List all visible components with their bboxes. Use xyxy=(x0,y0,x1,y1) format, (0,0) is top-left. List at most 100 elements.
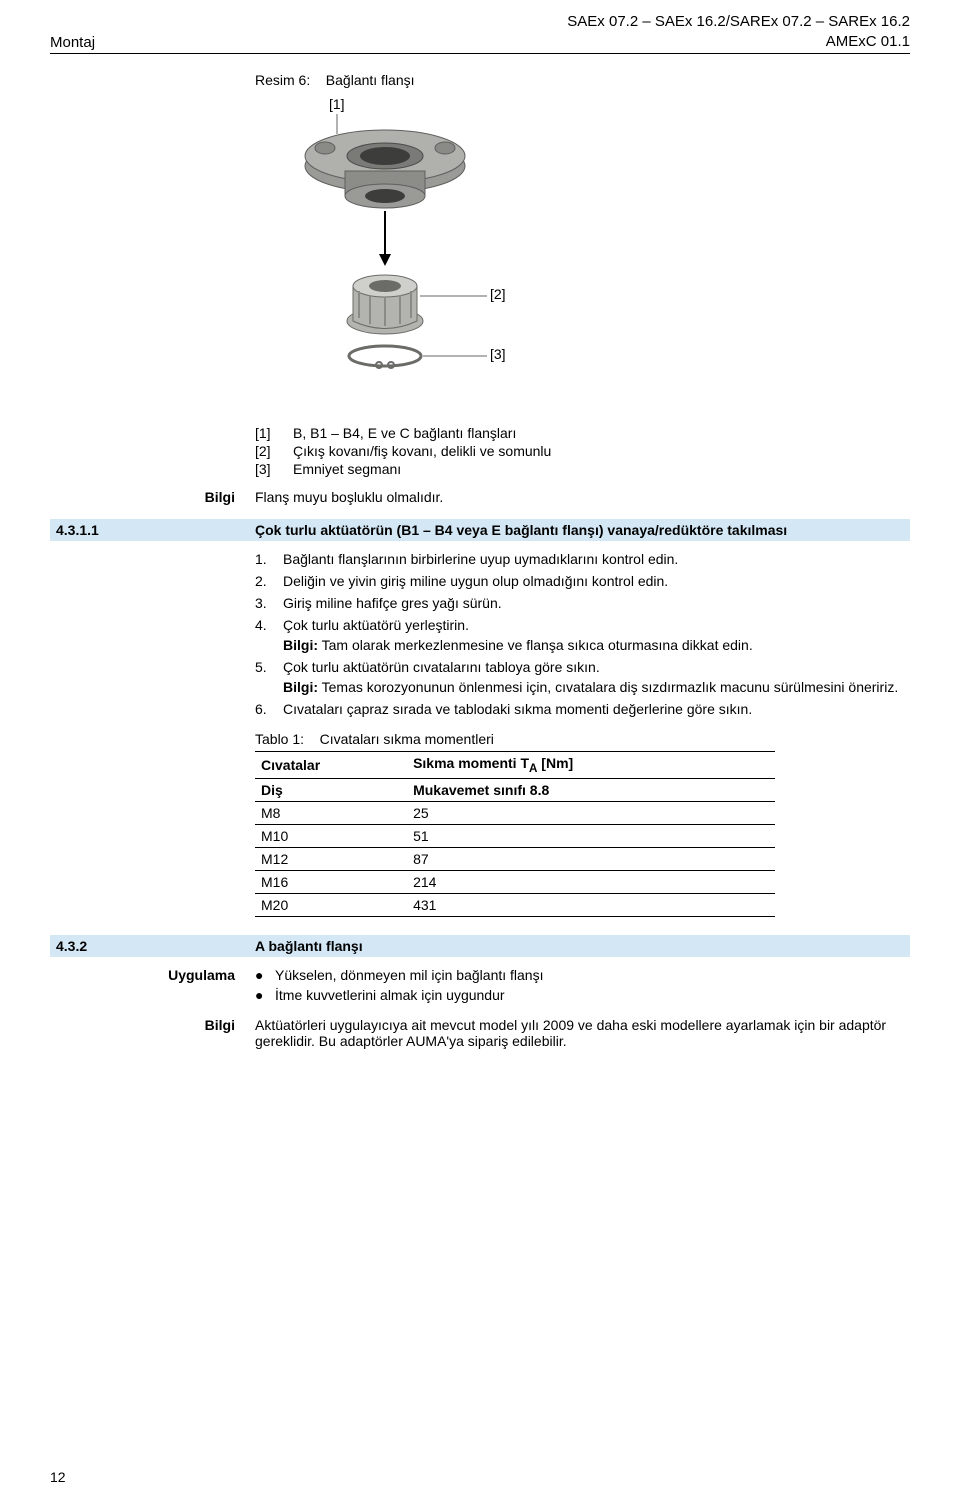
table-caption-prefix: Tablo 1: xyxy=(255,731,304,747)
step-4-sub-label: Bilgi: xyxy=(283,637,318,653)
table-row: M8 25 xyxy=(255,801,775,824)
legend-key-1: [1] xyxy=(255,425,293,441)
cell-r3c2: 87 xyxy=(407,847,775,870)
th2-c1: Diş xyxy=(255,778,407,801)
header-right: SAEx 07.2 – SAEx 16.2/SAREx 07.2 – SAREx… xyxy=(567,12,910,51)
application-body: ● Yükselen, dönmeyen mil için bağlantı f… xyxy=(255,967,910,1007)
section-4311-num: 4.3.1.1 xyxy=(56,522,255,538)
bullet-1-text: Yükselen, dönmeyen mil için bağlantı fla… xyxy=(275,967,543,983)
legend-row-3: [3] Emniyet segmanı xyxy=(255,461,910,477)
figure-label-3: [3] xyxy=(490,346,506,362)
info-432-label: Bilgi xyxy=(50,1017,255,1049)
section-4311-head: 4.3.1.1 Çok turlu aktüatörün (B1 – B4 ve… xyxy=(50,519,910,541)
figure-caption-prefix: Resim 6: xyxy=(255,72,310,88)
info-row-432: Bilgi Aktüatörleri uygulayıcıya ait mevc… xyxy=(50,1017,910,1049)
header-right-line2: AMExC 01.1 xyxy=(567,32,910,52)
section-432-head: 4.3.2 A bağlantı flanşı xyxy=(50,935,910,957)
cell-r5c2: 431 xyxy=(407,893,775,916)
page: Montaj SAEx 07.2 – SAEx 16.2/SAREx 07.2 … xyxy=(0,0,960,1505)
step-4-body: Çok turlu aktüatörü yerleştirin. Bilgi: … xyxy=(283,617,910,653)
table-head-row-2: Diş Mukavemet sınıfı 8.8 xyxy=(255,778,775,801)
figure-caption-text: Bağlantı flanşı xyxy=(326,72,415,88)
torque-table: Cıvatalar Sıkma momenti TA [Nm] Diş Muka… xyxy=(255,751,775,917)
step-3-text: Giriş miline hafifçe gres yağı sürün. xyxy=(283,595,910,611)
legend-row-1: [1] B, B1 – B4, E ve C bağlantı flanşlar… xyxy=(255,425,910,441)
step-3-num: 3. xyxy=(255,595,283,611)
cell-r5c1: M20 xyxy=(255,893,407,916)
cell-r1c2: 25 xyxy=(407,801,775,824)
section-432: 4.3.2 A bağlantı flanşı Uygulama ● Yükse… xyxy=(50,935,910,1049)
table-row: M10 51 xyxy=(255,824,775,847)
bullet-icon: ● xyxy=(255,967,275,983)
bullet-2: ● İtme kuvvetlerini almak için uygundur xyxy=(255,987,910,1003)
step-5-sub: Bilgi: Temas korozyonunun önlenmesi için… xyxy=(283,679,910,695)
th2-c2: Mukavemet sınıfı 8.8 xyxy=(407,778,775,801)
header-right-line1: SAEx 07.2 – SAEx 16.2/SAREx 07.2 – SAREx… xyxy=(567,12,910,32)
step-1-num: 1. xyxy=(255,551,283,567)
info-text: Flanş muyu boşluklu olmalıdır. xyxy=(255,489,910,505)
step-4-text: Çok turlu aktüatörü yerleştirin. xyxy=(283,617,469,633)
step-4-sub-text: Tam olarak merkezlenmesine ve flanşa sık… xyxy=(318,637,753,653)
bushing-icon xyxy=(347,275,423,334)
step-1-text: Bağlantı flanşlarının birbirlerine uyup … xyxy=(283,551,910,567)
step-6-num: 6. xyxy=(255,701,283,717)
step-5: 5. Çok turlu aktüatörün cıvatalarını tab… xyxy=(255,659,910,695)
step-1: 1. Bağlantı flanşlarının birbirlerine uy… xyxy=(255,551,910,567)
legend-text-3: Emniyet segmanı xyxy=(293,461,910,477)
table-row: M12 87 xyxy=(255,847,775,870)
page-header: Montaj SAEx 07.2 – SAEx 16.2/SAREx 07.2 … xyxy=(50,12,910,54)
legend-row-2: [2] Çıkış kovanı/fiş kovanı, delikli ve … xyxy=(255,443,910,459)
legend-text-2: Çıkış kovanı/fiş kovanı, delikli ve somu… xyxy=(293,443,910,459)
table-row: M16 214 xyxy=(255,870,775,893)
info-label: Bilgi xyxy=(50,489,255,505)
step-5-text: Çok turlu aktüatörün cıvatalarını tabloy… xyxy=(283,659,600,675)
step-5-num: 5. xyxy=(255,659,283,695)
cell-r4c1: M16 xyxy=(255,870,407,893)
step-2: 2. Deliğin ve yivin giriş miline uygun o… xyxy=(255,573,910,589)
page-number: 12 xyxy=(50,1469,66,1485)
th-c2-post: [Nm] xyxy=(537,755,573,771)
info-432-text: Aktüatörleri uygulayıcıya ait mevcut mod… xyxy=(255,1017,910,1049)
application-label: Uygulama xyxy=(50,967,255,1007)
th-c2: Sıkma momenti TA [Nm] xyxy=(407,752,775,779)
content-column: Resim 6: Bağlantı flanşı [1] [2] [3] xyxy=(255,72,910,917)
th-c1: Cıvatalar xyxy=(255,752,407,779)
legend-key-3: [3] xyxy=(255,461,293,477)
cell-r2c2: 51 xyxy=(407,824,775,847)
figure-label-2: [2] xyxy=(490,286,506,302)
header-left: Montaj xyxy=(50,34,95,51)
table-row: M20 431 xyxy=(255,893,775,916)
bullet-icon: ● xyxy=(255,987,275,1003)
section-432-title: A bağlantı flanşı xyxy=(255,938,363,954)
flange-icon xyxy=(305,130,465,208)
step-4: 4. Çok turlu aktüatörü yerleştirin. Bilg… xyxy=(255,617,910,653)
cell-r3c1: M12 xyxy=(255,847,407,870)
step-3: 3. Giriş miline hafifçe gres yağı sürün. xyxy=(255,595,910,611)
step-5-sub-text: Temas korozyonunun önlenmesi için, cıvat… xyxy=(318,679,898,695)
step-2-text: Deliğin ve yivin giriş miline uygun olup… xyxy=(283,573,910,589)
table-head-row-1: Cıvatalar Sıkma momenti TA [Nm] xyxy=(255,752,775,779)
step-6: 6. Cıvataları çapraz sırada ve tablodaki… xyxy=(255,701,910,717)
th-c2-pre: Sıkma momenti T xyxy=(413,755,529,771)
cell-r4c2: 214 xyxy=(407,870,775,893)
figure-label-1: [1] xyxy=(329,96,345,112)
step-4-sub: Bilgi: Tam olarak merkezlenmesine ve fla… xyxy=(283,637,910,653)
figure-box: [1] [2] [3] xyxy=(255,96,595,411)
arrow-down-icon xyxy=(379,211,391,266)
application-row: Uygulama ● Yükselen, dönmeyen mil için b… xyxy=(50,967,910,1007)
section-432-num: 4.3.2 xyxy=(56,938,255,954)
section-4311-title: Çok turlu aktüatörün (B1 – B4 veya E bağ… xyxy=(255,522,787,538)
step-2-num: 2. xyxy=(255,573,283,589)
cell-r1c1: M8 xyxy=(255,801,407,824)
flange-diagram-svg xyxy=(255,96,595,411)
cell-r2c1: M10 xyxy=(255,824,407,847)
info-row-0: Bilgi Flanş muyu boşluklu olmalıdır. xyxy=(50,489,910,505)
step-5-sub-label: Bilgi: xyxy=(283,679,318,695)
table-caption: Tablo 1: Cıvataları sıkma momentleri xyxy=(255,731,910,747)
retaining-ring-icon xyxy=(349,346,421,368)
legend-text-1: B, B1 – B4, E ve C bağlantı flanşları xyxy=(293,425,910,441)
step-5-body: Çok turlu aktüatörün cıvatalarını tabloy… xyxy=(283,659,910,695)
bullet-2-text: İtme kuvvetlerini almak için uygundur xyxy=(275,987,505,1003)
table-caption-text: Cıvataları sıkma momentleri xyxy=(320,731,494,747)
bullet-1: ● Yükselen, dönmeyen mil için bağlantı f… xyxy=(255,967,910,983)
